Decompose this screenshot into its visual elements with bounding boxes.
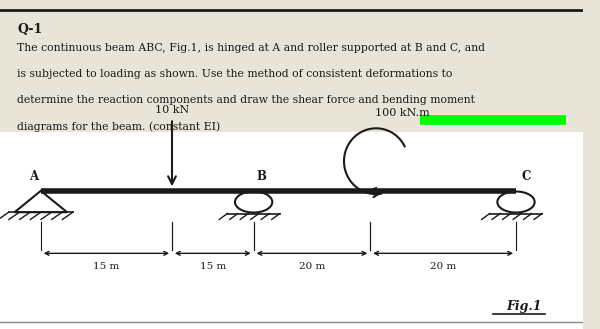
- Text: is subjected to loading as shown. Use the method of consistent deformations to: is subjected to loading as shown. Use th…: [17, 69, 453, 79]
- Text: determine the reaction components and draw the shear force and bending moment: determine the reaction components and dr…: [17, 95, 475, 105]
- Text: 15 m: 15 m: [93, 262, 119, 270]
- Text: diagrams for the beam. (constant EI): diagrams for the beam. (constant EI): [17, 122, 221, 132]
- Text: 100 kN.m: 100 kN.m: [375, 109, 430, 118]
- Text: B: B: [257, 169, 266, 183]
- Text: Fig.1: Fig.1: [507, 299, 542, 313]
- Text: A: A: [29, 169, 38, 183]
- Text: 20 m: 20 m: [299, 262, 325, 270]
- Text: The continuous beam ABC, Fig.1, is hinged at A and roller supported at B and C, : The continuous beam ABC, Fig.1, is hinge…: [17, 43, 485, 53]
- Text: Q-1: Q-1: [17, 23, 43, 36]
- Bar: [0, 132, 583, 329]
- Text: C: C: [522, 169, 531, 183]
- Text: 15 m: 15 m: [200, 262, 226, 270]
- Text: 10 kN: 10 kN: [155, 105, 189, 115]
- Text: 20 m: 20 m: [430, 262, 456, 270]
